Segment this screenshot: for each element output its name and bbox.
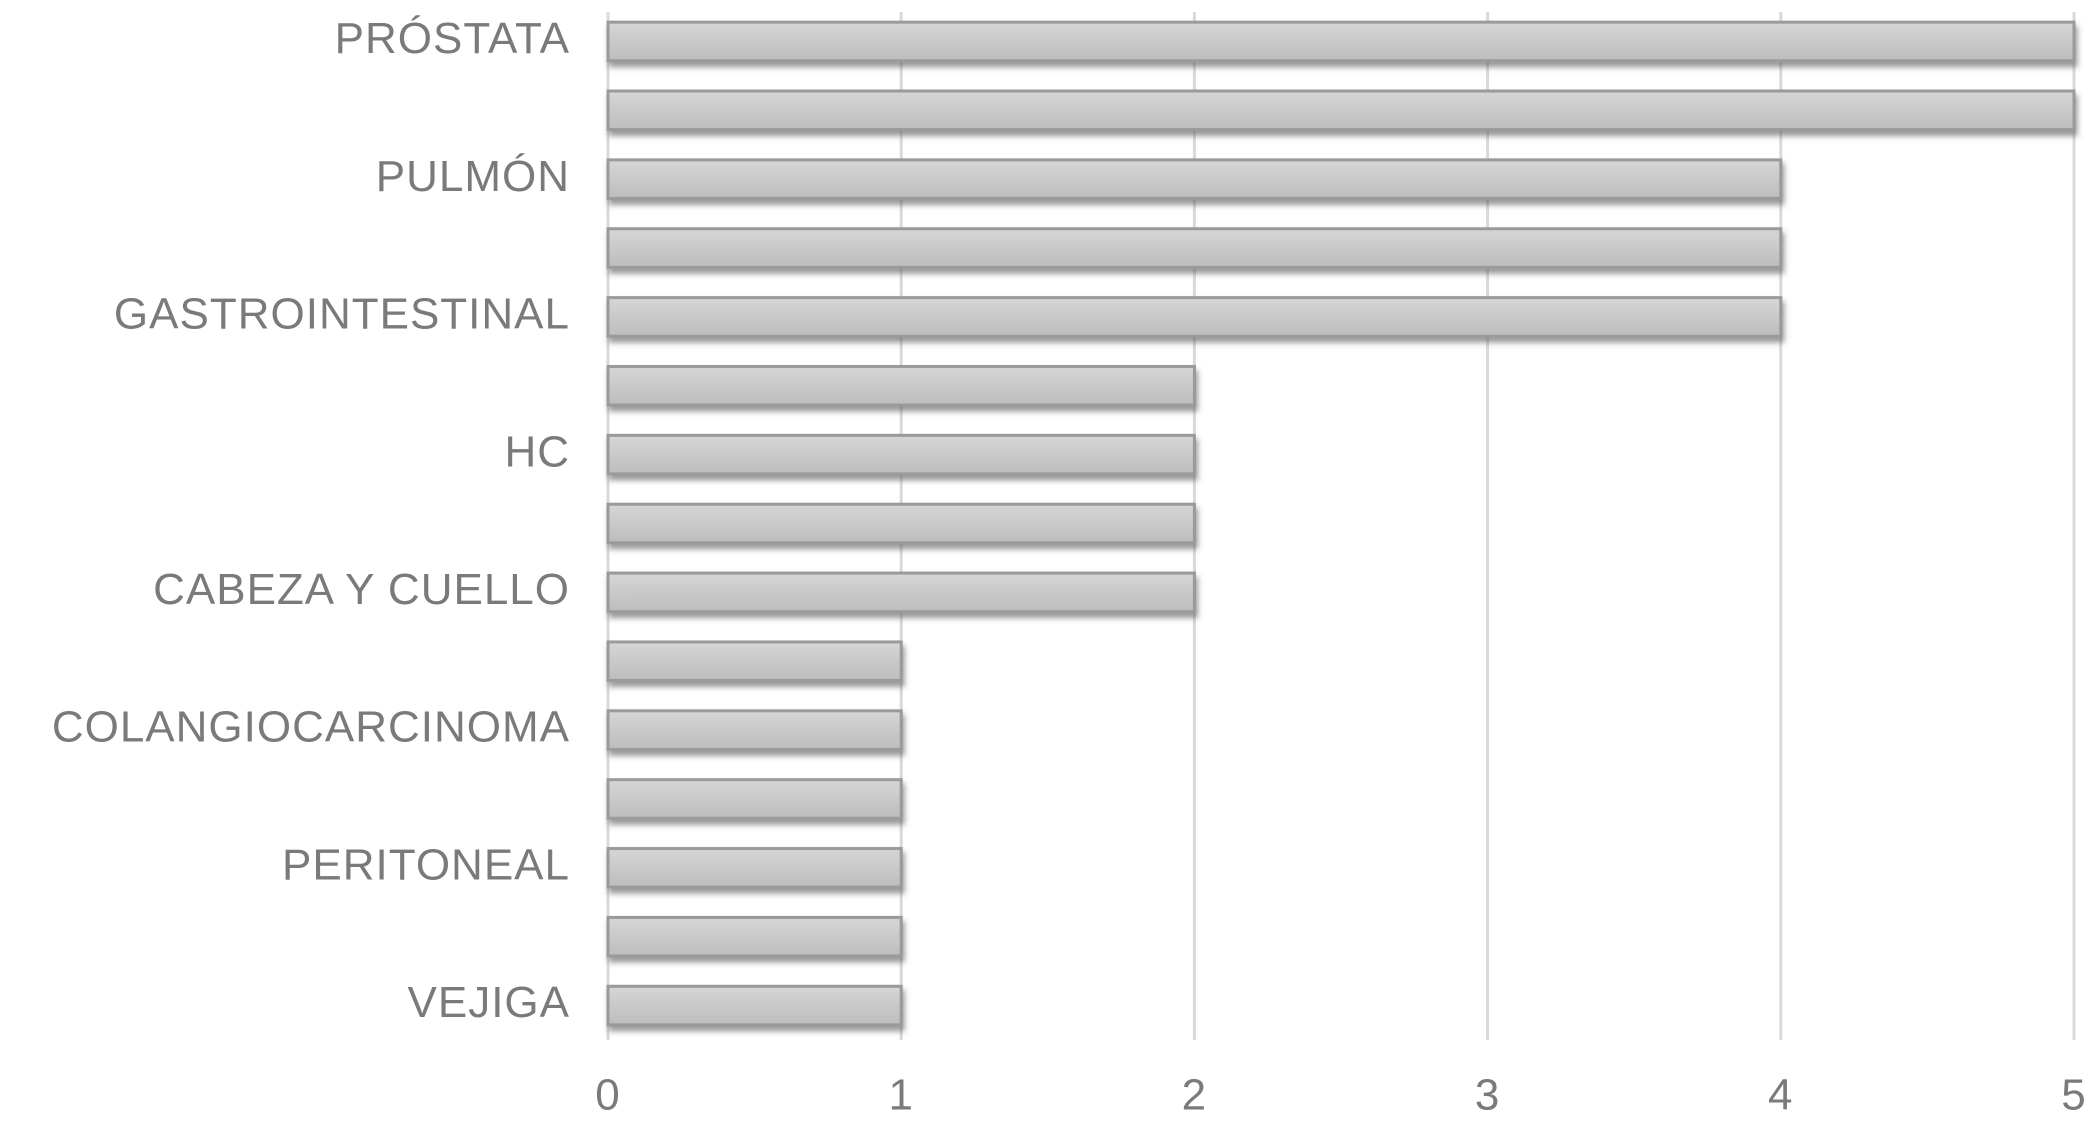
y-tick-label: GASTROINTESTINAL: [114, 290, 570, 339]
bar: [606, 227, 1783, 269]
bar: [606, 984, 903, 1027]
y-tick-label: PULMÓN: [376, 152, 570, 201]
y-tick-label: PERITONEAL: [282, 840, 570, 889]
x-tick-label: 3: [1475, 1071, 1500, 1120]
bar: [606, 571, 1196, 614]
bar: [606, 778, 903, 820]
bar: [606, 20, 2076, 63]
bar: [606, 709, 903, 751]
x-tick-label: 4: [1768, 1071, 1793, 1120]
bar: [606, 89, 2076, 132]
y-tick-label: PRÓSTATA: [335, 14, 570, 63]
bar: [606, 364, 1196, 407]
x-tick-label: 5: [2061, 1071, 2086, 1120]
bar: [606, 847, 903, 889]
y-tick-label: CABEZA Y CUELLO: [153, 565, 570, 614]
bar: [606, 915, 903, 958]
x-tick-label: 0: [595, 1071, 620, 1120]
x-tick-label: 1: [888, 1071, 913, 1120]
y-tick-label: COLANGIOCARCINOMA: [52, 703, 570, 752]
bar: [606, 640, 903, 683]
x-tick-label: 2: [1182, 1071, 1207, 1120]
y-tick-label: HC: [504, 427, 570, 476]
y-tick-label: VEJIGA: [408, 978, 571, 1027]
bar: [606, 502, 1196, 545]
bar: [606, 433, 1196, 476]
bar: [606, 158, 1783, 200]
bar: [606, 296, 1783, 338]
